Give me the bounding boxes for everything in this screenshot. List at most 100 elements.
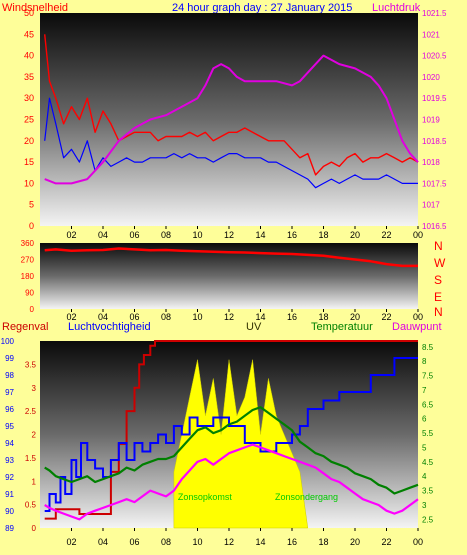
direction-plot-area [40, 243, 418, 309]
gust-line [44, 97, 418, 189]
wind-plot-area [40, 13, 418, 226]
uv-axis-label: UV [246, 321, 262, 333]
pressure-axis-label: Luchtdruk [372, 2, 421, 14]
wind-xtick-label-20: 20 [350, 230, 360, 240]
temperature-ytick-label-4: 4 [422, 472, 427, 481]
pressure-ytick-label-1021.5: 1021.5 [422, 9, 447, 18]
direction-ytick-label-0: 0 [30, 305, 35, 314]
uv-area [173, 359, 309, 529]
pressure-ytick-label-1020.5: 1020.5 [422, 52, 447, 61]
compass-label-s: S [434, 273, 443, 287]
direction-xtick-label-00: 00 [413, 312, 423, 322]
wind-xtick-label-18: 18 [318, 230, 328, 240]
direction-ytick-label-270: 270 [21, 256, 35, 265]
direction-xtick-label-10: 10 [192, 312, 202, 322]
wind-ytick-label-40: 40 [24, 51, 34, 61]
wind-ytick-label-5: 5 [29, 200, 34, 210]
climate-xtick-label-10: 10 [192, 537, 202, 547]
temperature-ytick-label-2.5: 2.5 [422, 515, 434, 524]
wind-ytick-label-20: 20 [24, 136, 34, 146]
direction-xtick-label-12: 12 [224, 312, 234, 322]
temperature-ytick-label-5.5: 5.5 [422, 429, 434, 438]
direction-xtick-label-06: 06 [129, 312, 139, 322]
temperature-ytick-label-7.5: 7.5 [422, 372, 434, 381]
wind-ytick-label-10: 10 [24, 178, 34, 188]
climate-xtick-label-02: 02 [66, 537, 76, 547]
climate-xtick-label-12: 12 [224, 537, 234, 547]
climate-xtick-label-18: 18 [318, 537, 328, 547]
wind-direction-line [44, 247, 418, 268]
compass-label-w: W [434, 256, 446, 270]
climate-xtick-label-14: 14 [255, 537, 265, 547]
temperature-axis-label: Temperatuur [311, 321, 373, 333]
direction-ytick-label-180: 180 [21, 272, 35, 281]
temperature-ytick-label-3.5: 3.5 [422, 487, 434, 496]
direction-ytick-label-90: 90 [25, 289, 34, 298]
wind-xtick-label-06: 06 [129, 230, 139, 240]
humidity-ytick-label-90: 90 [5, 507, 14, 516]
humidity-ytick-label-92: 92 [5, 473, 14, 482]
wind-xtick-label-12: 12 [224, 230, 234, 240]
direction-xtick-label-02: 02 [66, 312, 76, 322]
wind-ytick-label-35: 35 [24, 72, 34, 82]
temperature-line [44, 406, 419, 495]
humidity-ytick-label-97: 97 [5, 388, 14, 397]
windspeed-line [44, 34, 419, 176]
compass-label-n-top: N [434, 239, 443, 253]
chart-title: 24 hour graph day : 27 January 2015 [172, 2, 353, 14]
direction-xtick-label-18: 18 [318, 312, 328, 322]
humidity-ytick-label-98: 98 [5, 371, 14, 380]
climate-xtick-label-22: 22 [381, 537, 391, 547]
temperature-ytick-label-6.5: 6.5 [422, 400, 434, 409]
dewpoint-axis-label: Dauwpunt [392, 321, 442, 333]
compass-label-n-bottom: N [434, 305, 443, 319]
wind-axis-label: Windsnelheid [2, 2, 69, 14]
direction-xtick-label-16: 16 [287, 312, 297, 322]
humidity-ytick-label-100: 100 [1, 337, 15, 346]
climate-xtick-label-08: 08 [161, 537, 171, 547]
direction-xtick-label-04: 04 [98, 312, 108, 322]
temperature-ytick-label-5: 5 [422, 443, 427, 452]
wind-xtick-label-22: 22 [381, 230, 391, 240]
pressure-ytick-label-1019.5: 1019.5 [422, 94, 447, 103]
sunrise-label: Zonsopkomst [178, 492, 233, 502]
climate-xtick-label-00: 00 [413, 537, 423, 547]
wind-xtick-label-14: 14 [255, 230, 265, 240]
rain-line [44, 340, 418, 520]
wind-xtick-label-08: 08 [161, 230, 171, 240]
climate-xtick-label-06: 06 [129, 537, 139, 547]
wind-xtick-label-10: 10 [192, 230, 202, 240]
climate-xtick-label-04: 04 [98, 537, 108, 547]
wind-xtick-label-00: 00 [413, 230, 423, 240]
humidity-ytick-label-89: 89 [5, 524, 14, 533]
wind-ytick-label-25: 25 [24, 115, 34, 125]
direction-xtick-label-08: 08 [161, 312, 171, 322]
temperature-ytick-label-6: 6 [422, 415, 427, 424]
humidity-axis-label: Luchtvochtigheid [68, 321, 151, 333]
sunset-label: Zonsondergang [275, 492, 338, 502]
direction-ytick-label-360: 360 [21, 239, 35, 248]
wind-xtick-label-02: 02 [66, 230, 76, 240]
humidity-ytick-label-95: 95 [5, 422, 14, 431]
pressure-ytick-label-1019: 1019 [422, 116, 440, 125]
rain-ytick-label-0: 0 [32, 524, 37, 533]
pressure-line [44, 54, 419, 185]
pressure-ytick-label-1021: 1021 [422, 30, 440, 39]
rain-ytick-label-3: 3 [32, 384, 37, 393]
rain-ytick-label-2.5: 2.5 [25, 407, 37, 416]
rain-ytick-label-1: 1 [32, 477, 37, 486]
pressure-ytick-label-1017: 1017 [422, 201, 440, 210]
humidity-ytick-label-93: 93 [5, 456, 14, 465]
pressure-ytick-label-1017.5: 1017.5 [422, 179, 447, 188]
rain-ytick-label-3.5: 3.5 [25, 360, 37, 369]
direction-xtick-label-14: 14 [255, 312, 265, 322]
pressure-ytick-label-1020: 1020 [422, 73, 440, 82]
pressure-ytick-label-1018: 1018 [422, 158, 440, 167]
pressure-ytick-label-1018.5: 1018.5 [422, 137, 447, 146]
temperature-ytick-label-8.5: 8.5 [422, 343, 434, 352]
wind-ytick-label-15: 15 [24, 157, 34, 167]
climate-xtick-label-20: 20 [350, 537, 360, 547]
humidity-line [44, 357, 418, 512]
wind-ytick-label-45: 45 [24, 29, 34, 39]
